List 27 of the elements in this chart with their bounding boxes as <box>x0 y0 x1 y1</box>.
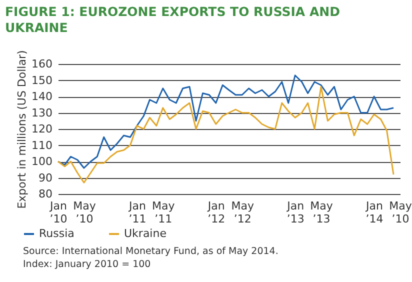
x-tick-label: Jan ’10 <box>49 200 68 226</box>
y-tick-label: 90 <box>38 171 52 184</box>
y-axis-title: Export in millions (US Dollar) <box>16 50 29 209</box>
chart-title: FIGURE 1: EUROZONE EXPORTS TO RUSSIA AND UKRAINE <box>5 4 340 35</box>
x-tick-label: May ’11 <box>152 200 176 226</box>
y-tick-label: 100 <box>32 155 52 168</box>
y-tick-label: 110 <box>32 138 52 152</box>
text: Index: January 2010 = 100 <box>23 259 151 270</box>
y-tick-label: 150 <box>32 74 52 87</box>
y-tick-label: 120 <box>32 122 52 136</box>
x-tick-label: May ’12 <box>231 200 254 226</box>
legend-label: Ukraine <box>124 227 167 240</box>
source-note: Source: International Monetary Fund, as of May 2014. <box>23 246 278 257</box>
x-tick-label: May ’10 <box>73 200 96 226</box>
y-tick-label: 80 <box>38 188 52 200</box>
x-tick-label: May ’10 <box>389 200 412 226</box>
x-tick-label: Jan ’11 <box>128 200 146 226</box>
legend-label: Russia <box>39 227 74 240</box>
x-tick-label: Jan ’12 <box>206 200 226 226</box>
x-tick-label: Jan ’13 <box>286 200 304 226</box>
x-tick-label: Jan ’14 <box>365 200 384 226</box>
line-series <box>57 86 394 184</box>
y-tick-label: 160 <box>32 58 52 70</box>
y-tick-label: 130 <box>32 106 52 120</box>
y-tick-label: 140 <box>32 90 52 103</box>
line-series <box>57 74 394 169</box>
x-tick-label: May ’13 <box>310 200 334 226</box>
